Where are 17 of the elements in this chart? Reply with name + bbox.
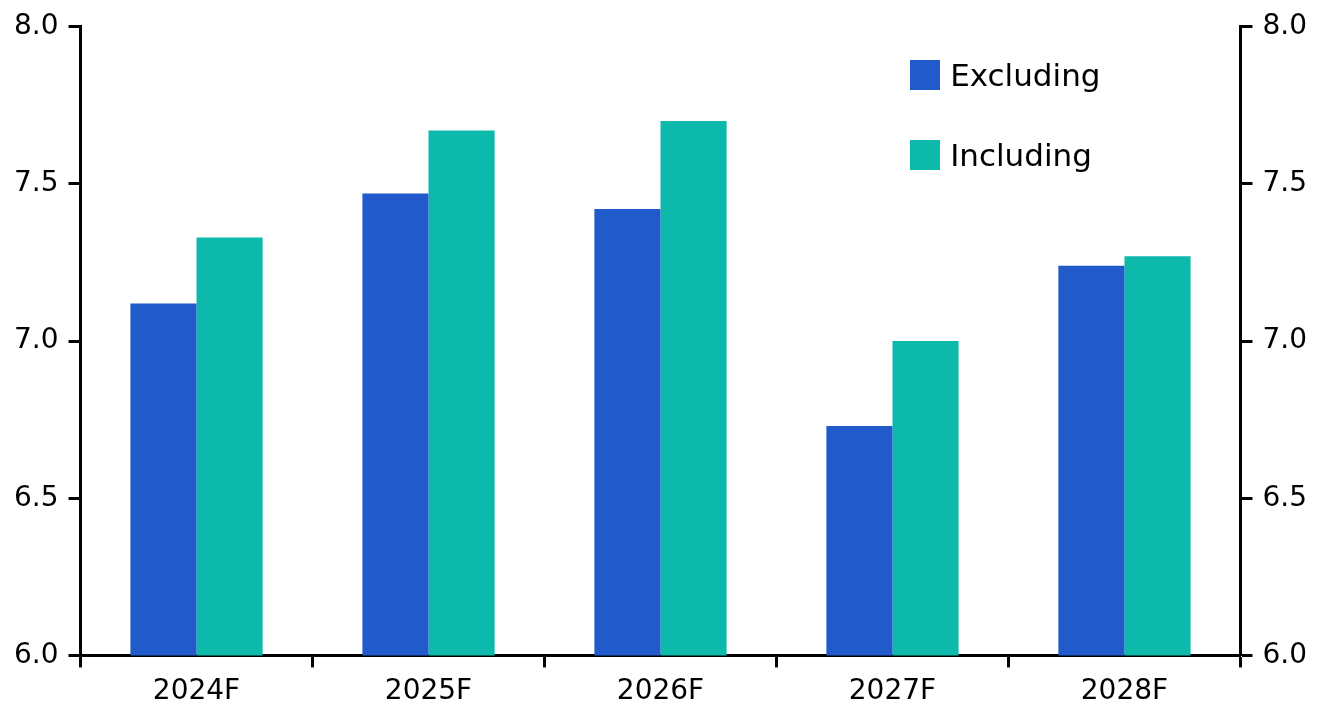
y2-tick-label: 8.0 <box>1262 8 1307 42</box>
x-tick-label: 2027F <box>848 673 937 707</box>
legend-label: Including <box>950 136 1092 173</box>
y-tick-label: 7.5 <box>14 165 59 199</box>
y-tick-label: 7.0 <box>14 322 59 356</box>
x-tick-label: 2028F <box>1080 673 1169 707</box>
legend-label: Excluding <box>950 56 1101 93</box>
y-tick-label: 6.5 <box>14 479 59 513</box>
y-tick-label: 8.0 <box>14 8 59 42</box>
y-tick-label: 6.0 <box>14 636 59 670</box>
y2-tick-label: 7.5 <box>1262 165 1307 199</box>
x-tick-label: 2025F <box>384 673 473 707</box>
x-tick-label: 2024F <box>152 673 241 707</box>
y2-tick-label: 6.0 <box>1262 636 1307 670</box>
y2-tick-label: 7.0 <box>1262 322 1307 356</box>
x-tick-label: 2026F <box>616 673 705 707</box>
y2-tick-label: 6.5 <box>1262 479 1307 513</box>
